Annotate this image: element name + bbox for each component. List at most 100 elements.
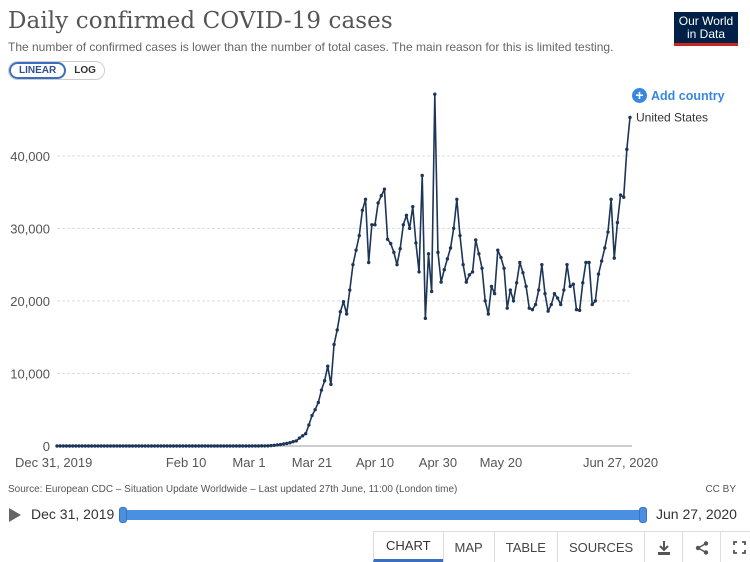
data-point: [559, 302, 563, 307]
tab-bar: CHART MAP TABLE SOURCES: [373, 531, 750, 562]
data-point: [278, 442, 283, 447]
add-country-button[interactable]: + Add country: [632, 88, 725, 103]
logo-line-1: Our World: [678, 14, 734, 28]
tab-map[interactable]: MAP: [442, 532, 494, 562]
data-point: [354, 248, 358, 252]
data-point: [124, 444, 128, 448]
y-axis-ticks: 0 10,000 20,000 30,000 40,000: [10, 149, 50, 454]
data-point: [338, 310, 343, 314]
data-point: [253, 444, 258, 448]
data-point: [313, 408, 317, 412]
data-point: [190, 444, 195, 448]
x-tick-label: Feb 10: [166, 455, 206, 470]
series-label: United States: [636, 110, 708, 124]
data-point: [272, 443, 276, 447]
data-point: [165, 444, 169, 448]
data-point: [228, 444, 232, 448]
data-point: [477, 252, 481, 256]
data-point: [606, 230, 610, 234]
data-point: [71, 444, 75, 448]
data-point: [518, 260, 522, 265]
fullscreen-button[interactable]: [720, 532, 750, 562]
data-point: [77, 444, 81, 448]
y-tick-label: 10,000: [10, 366, 50, 381]
linear-scale-button[interactable]: LINEAR: [9, 62, 67, 79]
tab-chart[interactable]: CHART: [373, 532, 443, 562]
data-point: [376, 201, 380, 205]
data-point: [615, 220, 620, 225]
data-point: [219, 444, 223, 448]
data-point: [212, 444, 217, 448]
data-point: [322, 379, 327, 383]
data-point: [565, 262, 569, 267]
data-point: [234, 444, 239, 448]
data-point: [341, 299, 346, 304]
data-point: [442, 268, 446, 272]
data-point: [596, 272, 601, 276]
download-button[interactable]: [644, 532, 682, 562]
data-point: [628, 115, 632, 120]
data-point: [603, 246, 607, 250]
data-point: [159, 444, 163, 448]
data-point: [93, 444, 97, 448]
data-point: [152, 444, 157, 448]
data-point: [404, 213, 409, 218]
data-point: [200, 444, 204, 448]
data-point: [533, 302, 538, 307]
data-point: [568, 284, 572, 289]
license-label[interactable]: CC BY: [705, 484, 736, 495]
data-point: [584, 260, 588, 265]
data-point: [448, 246, 453, 250]
x-axis-ticks: Dec 31, 2019 Feb 10 Mar 1 Mar 21 Apr 10 Apr 3…: [15, 455, 658, 470]
data-point: [316, 400, 321, 405]
data-point: [96, 444, 100, 448]
data-point: [426, 252, 431, 256]
data-point: [281, 442, 286, 446]
data-point: [618, 193, 623, 197]
share-button[interactable]: [682, 532, 720, 562]
data-point: [244, 444, 248, 448]
data-point: [241, 444, 245, 448]
logo-line-2: in Data: [686, 27, 726, 41]
tab-sources[interactable]: SOURCES: [556, 532, 644, 562]
plus-icon: +: [632, 88, 647, 103]
data-point: [590, 302, 594, 307]
owid-logo[interactable]: Our World in Data: [674, 12, 738, 46]
data-point: [492, 291, 497, 296]
data-point: [540, 262, 544, 267]
data-point: [436, 250, 440, 255]
scale-toggle: LINEAR LOG: [8, 61, 105, 80]
data-point: [385, 237, 390, 241]
data-point: [237, 444, 242, 448]
data-point: [511, 299, 516, 303]
data-point: [433, 92, 437, 96]
data-point: [398, 247, 402, 251]
timeline-start-handle[interactable]: [119, 507, 127, 523]
data-point: [455, 197, 459, 202]
timeline-track[interactable]: [122, 510, 644, 520]
data-point: [464, 280, 468, 284]
data-point: [445, 257, 450, 261]
tab-table[interactable]: TABLE: [493, 532, 557, 562]
y-tick-label: 30,000: [10, 221, 50, 236]
data-point: [546, 309, 550, 313]
x-tick-label: Mar 1: [232, 455, 265, 470]
page-subtitle: The number of confirmed cases is lower t…: [8, 40, 614, 54]
data-point: [502, 266, 506, 270]
log-scale-button[interactable]: LOG: [66, 62, 104, 79]
play-icon[interactable]: [9, 508, 21, 522]
data-point: [474, 238, 478, 242]
data-point: [61, 444, 65, 448]
data-point: [269, 443, 273, 448]
data-point: [392, 250, 396, 255]
data-point: [115, 444, 119, 448]
data-point: [360, 208, 365, 212]
data-point: [294, 439, 298, 443]
x-tick-label: Jun 27, 2020: [583, 455, 658, 470]
data-point: [574, 307, 579, 312]
data-point: [291, 439, 295, 444]
data-point: [102, 444, 106, 448]
timeline-end-handle[interactable]: [639, 507, 647, 523]
data-point: [111, 444, 116, 448]
data-point: [105, 444, 110, 448]
